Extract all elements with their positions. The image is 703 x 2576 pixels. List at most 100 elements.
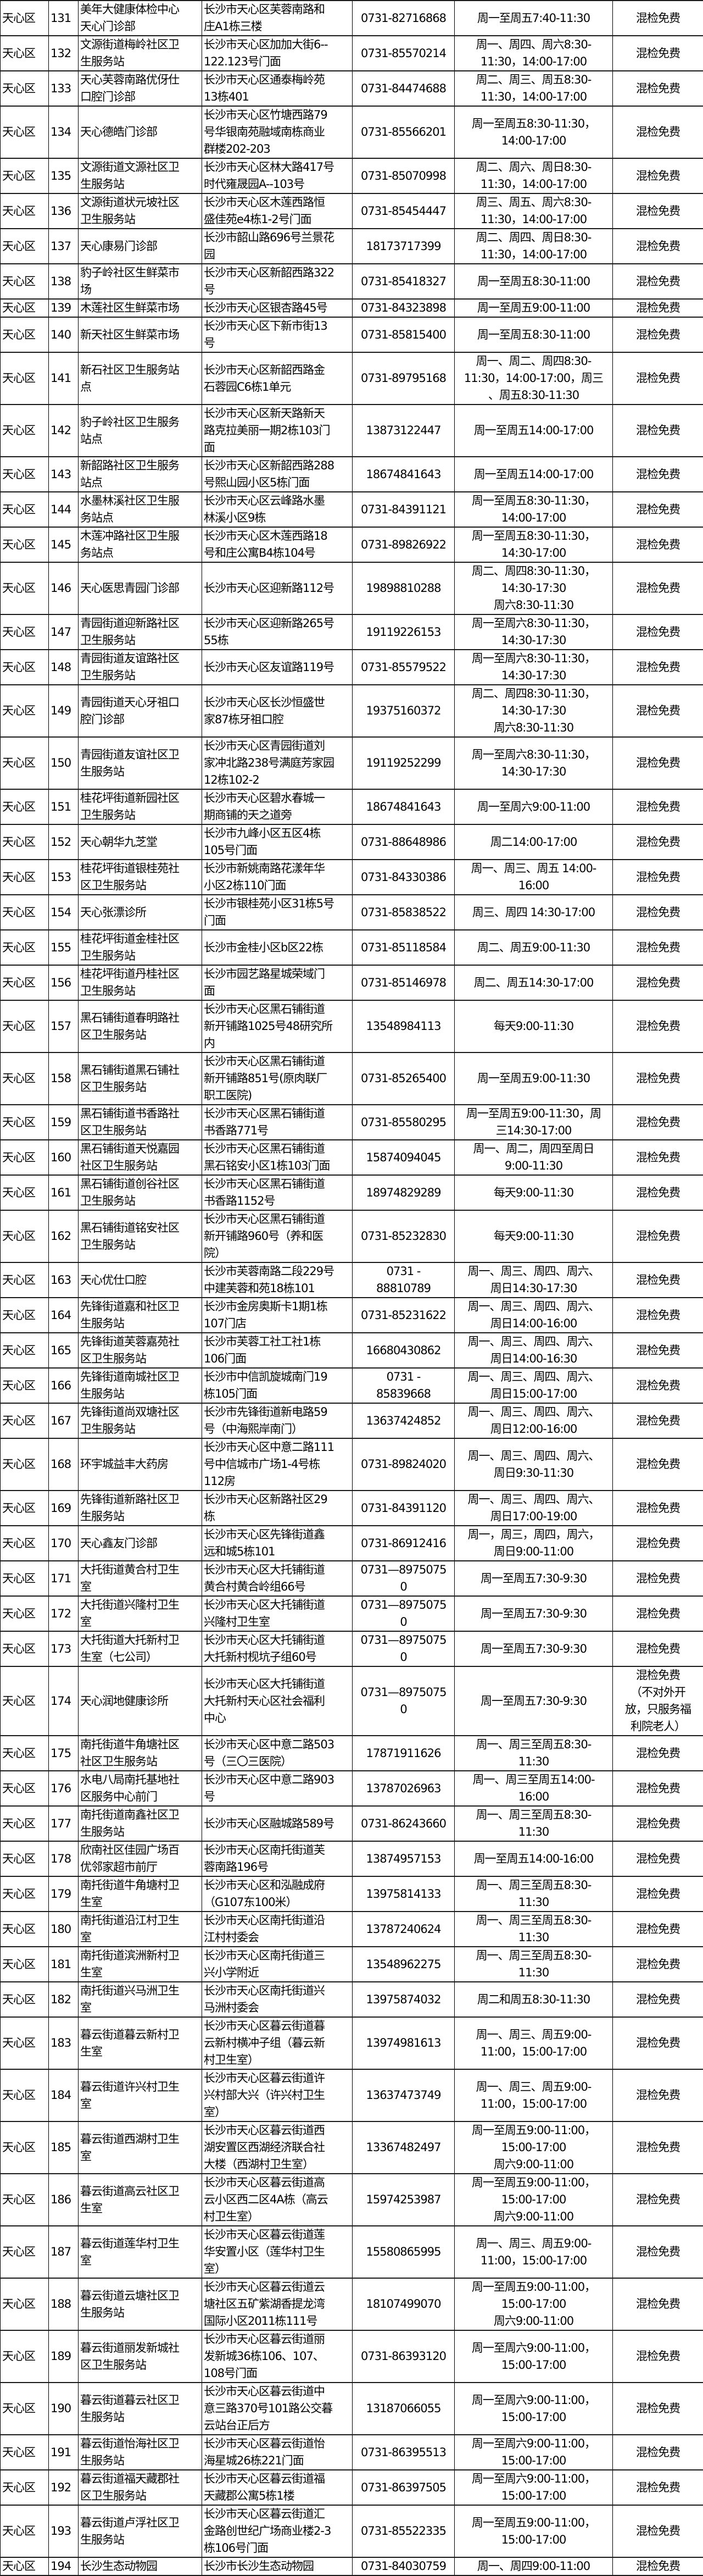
district-cell: 天心区: [1, 1368, 49, 1403]
district-cell: 天心区: [1, 650, 49, 685]
address-cell: 长沙市天心区中意二路503 号（三〇三医院）: [202, 1736, 353, 1771]
test-type-cell: 混检免费: [613, 614, 703, 650]
district-cell: 天心区: [1, 2330, 49, 2383]
hours-cell: 周一、周三、周四、周六、 周日15:00-17:00: [455, 1368, 613, 1403]
phone-cell: 0731-86393120: [353, 2330, 455, 2383]
site-name-cell: 先锋街道嘉和社区卫 生服务站: [79, 1298, 202, 1333]
number-cell: 134: [49, 106, 79, 158]
phone-cell: 19898810288: [353, 562, 455, 614]
hours-cell: 每天9:00-11:30: [455, 1175, 613, 1210]
address-cell: 长沙市天心区融城路589号: [202, 1806, 353, 1841]
test-type-cell: 混检免费: [613, 1912, 703, 1947]
address-cell: 长沙市天心区暮云街道汇 金路创世纪广场商业楼2-3 栋106号门面: [202, 2505, 353, 2557]
test-type-cell: 混检免费: [613, 1526, 703, 1561]
district-cell: 天心区: [1, 2435, 49, 2470]
address-cell: 长沙市天心区青园街道刘 家冲北路238号满庭芳家园 12栋102-2: [202, 737, 353, 789]
test-type-cell: 混检免费: [613, 685, 703, 737]
test-type-cell: 混检免费: [613, 895, 703, 930]
hours-cell: 周一、周二、周四8:30- 11:30，14:00-17:00，周三 、周五8:…: [455, 352, 613, 405]
number-cell: 152: [49, 824, 79, 860]
hours-cell: 周一、周三、周五9:00- 11:00，15:00-17:00: [455, 2017, 613, 2069]
test-type-cell: 混检免费: [613, 1403, 703, 1438]
hours-cell: 周一、周三、周五9:00- 11:00，15:00-17:00: [455, 2226, 613, 2278]
test-type-cell: 混检免费: [613, 193, 703, 229]
test-type-cell: 混检免费: [613, 71, 703, 106]
test-type-cell: 混检免费: [613, 2017, 703, 2069]
site-name-cell: 天心优仕口腔: [79, 1262, 202, 1298]
phone-cell: 0731-85231622: [353, 1298, 455, 1333]
district-cell: 天心区: [1, 1140, 49, 1175]
number-cell: 137: [49, 229, 79, 264]
phone-cell: 13974981613: [353, 2017, 455, 2069]
site-name-cell: 水墨林溪社区卫生服 务站点: [79, 492, 202, 527]
address-cell: 长沙市天心区新路社区29 栋: [202, 1491, 353, 1526]
district-cell: 天心区: [1, 1631, 49, 1666]
phone-cell: 0731-85265400: [353, 1052, 455, 1105]
district-cell: 天心区: [1, 1947, 49, 1982]
site-name-cell: 青园街道友谊路社区 卫生服务站: [79, 650, 202, 685]
site-name-cell: 南托街道牛角塘村卫 生室: [79, 1876, 202, 1912]
phone-cell: 18107499070: [353, 2278, 455, 2330]
hours-cell: 周一，周三，周四，周六， 周日9:00-11:00: [455, 1526, 613, 1561]
phone-cell: 13975814133: [353, 1876, 455, 1912]
district-cell: 天心区: [1, 1333, 49, 1368]
address-cell: 长沙市芙蓉南路二段229号 中建芙蓉和苑18栋101: [202, 1262, 353, 1298]
test-type-cell: 混检免费: [613, 930, 703, 965]
site-name-cell: 暮云街道暮云新村卫 生室: [79, 2017, 202, 2069]
hours-cell: 周二和周五8:30-11:30: [455, 1982, 613, 2017]
district-cell: 天心区: [1, 895, 49, 930]
number-cell: 174: [49, 1666, 79, 1736]
test-type-cell: 混检免费: [613, 1438, 703, 1491]
hours-cell: 周二、周五9:00-11:30: [455, 930, 613, 965]
test-type-cell: 混检免费: [613, 1175, 703, 1210]
district-cell: 天心区: [1, 1736, 49, 1771]
number-cell: 182: [49, 1982, 79, 2017]
site-name-cell: 天心芙蓉南路优伢仕 口腔门诊部: [79, 71, 202, 106]
number-cell: 150: [49, 737, 79, 789]
number-cell: 135: [49, 158, 79, 193]
site-name-cell: 文源街道状元坡社区 卫生服务站: [79, 193, 202, 229]
hours-cell: 周一至周五9:00-11:30，周 三14:30-17:00: [455, 1105, 613, 1140]
district-cell: 天心区: [1, 2470, 49, 2505]
phone-cell: 13637473749: [353, 2069, 455, 2121]
address-cell: 长沙市天心区暮云街道怡 海星城26栋221门面: [202, 2435, 353, 2470]
number-cell: 158: [49, 1052, 79, 1105]
address-cell: 长沙市天心区大托铺街道 黄合村黄合岭组66号: [202, 1561, 353, 1596]
address-cell: 长沙市天心区迎新路265号 55栋: [202, 614, 353, 650]
district-cell: 天心区: [1, 492, 49, 527]
phone-cell: 0731-86912416: [353, 1526, 455, 1561]
phone-cell: 13187066055: [353, 2383, 455, 2435]
hours-cell: 周一、周三至周五8:30- 11:30: [455, 1806, 613, 1841]
number-cell: 161: [49, 1175, 79, 1210]
phone-cell: 0731 - 88810789: [353, 1262, 455, 1298]
phone-cell: 0731 - 85839668: [353, 1368, 455, 1403]
test-type-cell: 混检免费: [613, 1947, 703, 1982]
test-type-cell: 混检免费: [613, 789, 703, 824]
test-type-cell: 混检免费: [613, 1491, 703, 1526]
address-cell: 长沙市天心区暮云街道暮 云新村横冲子组（暮云新 村卫生室）: [202, 2017, 353, 2069]
address-cell: 长沙市天心区中意二路903 号: [202, 1771, 353, 1806]
address-cell: 长沙市长沙生态动物园: [202, 2557, 353, 2575]
site-name-cell: 桂花坪街道金桂社区 卫生服务站: [79, 930, 202, 965]
number-cell: 131: [49, 1, 79, 36]
hours-cell: 周一至周六9:00-11:00， 15:00-17:00: [455, 2383, 613, 2435]
number-cell: 165: [49, 1333, 79, 1368]
site-name-cell: 暮云街道福天藏郡社 区卫生服务站: [79, 2470, 202, 2505]
test-type-cell: 混检免费: [613, 1841, 703, 1876]
site-name-cell: 大托街道兴隆村卫生 室: [79, 1596, 202, 1631]
phone-cell: 0731-89795168: [353, 352, 455, 405]
